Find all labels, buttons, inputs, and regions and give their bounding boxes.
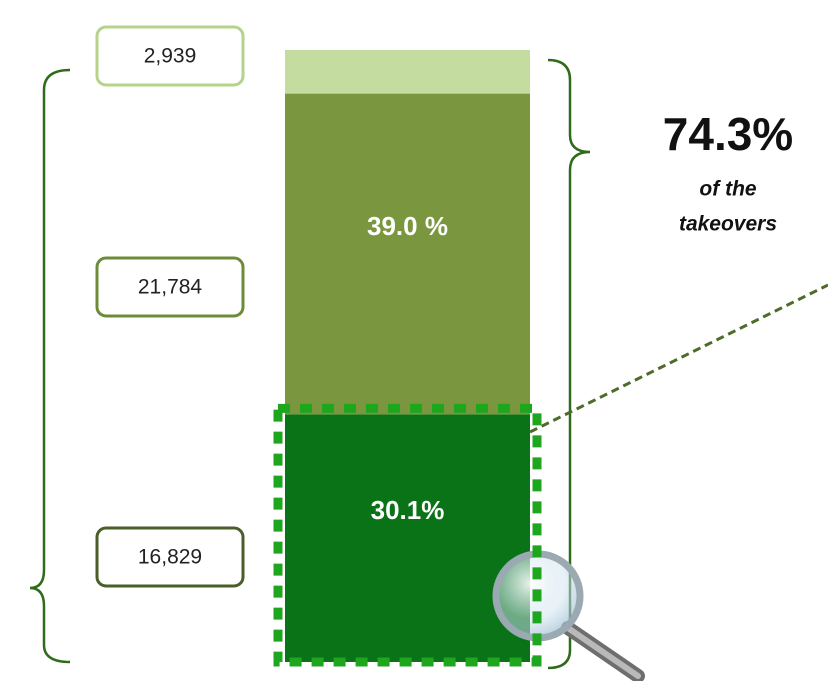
bar-stack [285,50,530,662]
bar-segment [285,414,530,662]
annotation-line: of the [699,178,756,201]
count-label: 16,829 [138,546,202,569]
highlight-border [273,403,542,667]
right-bracket [547,58,591,670]
left-bracket [29,68,71,664]
count-box [95,256,245,318]
connector-line [529,283,828,434]
segment-label: 39.0 % [367,211,448,241]
segment-label: 30.1% [371,495,445,525]
segment-label: 5.3 % [374,25,441,55]
count-box [95,25,245,87]
count-box [95,526,245,588]
annotation-value: 74.3% [663,108,793,160]
annotation-line: takeovers [679,213,777,236]
bar-segment [285,93,530,415]
count-label: 21,784 [138,276,203,299]
count-label: 2,939 [144,45,197,68]
bar-segment [285,50,530,94]
